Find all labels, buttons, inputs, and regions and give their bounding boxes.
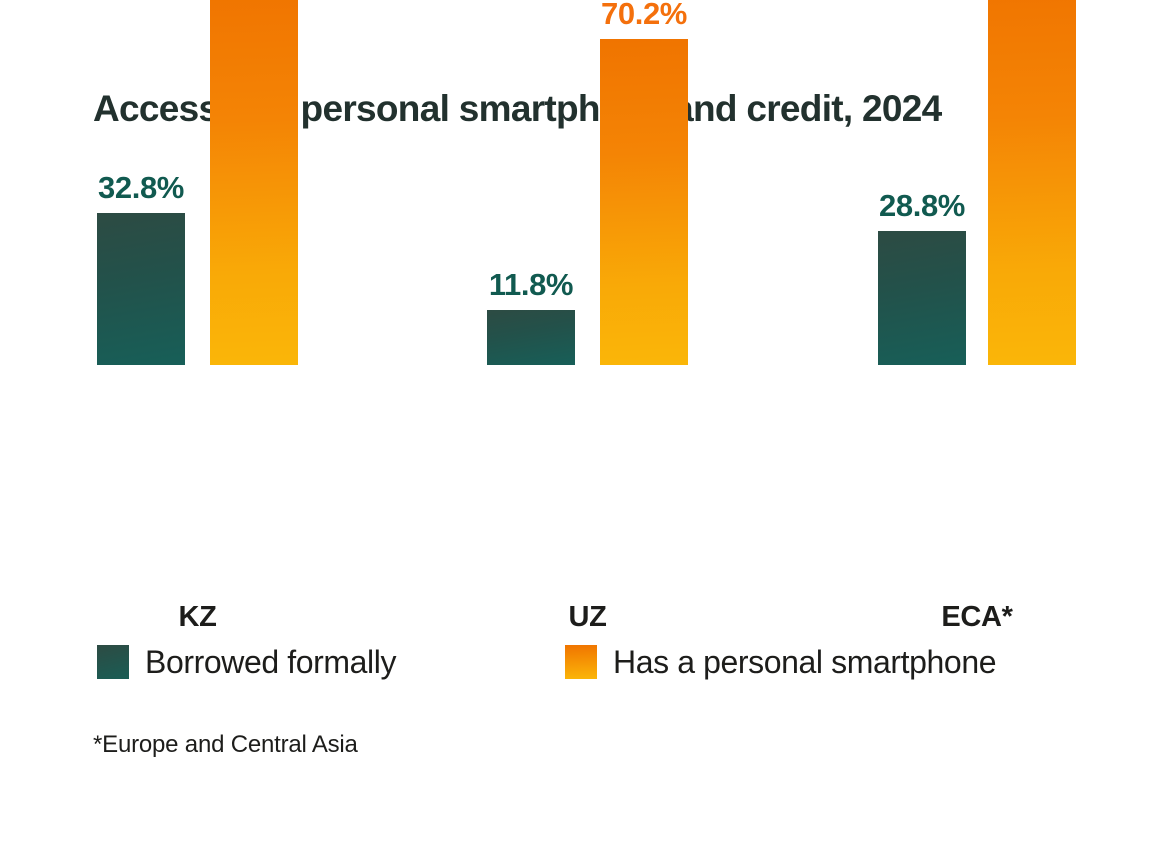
chart-legend: Borrowed formally Has a personal smartph… bbox=[93, 645, 1113, 690]
group-label-eca: ECA* bbox=[941, 601, 1013, 633]
legend-swatch-icon-borrowed-formally bbox=[97, 645, 129, 679]
bar-rect-kz-borrowed-formally bbox=[97, 213, 185, 365]
legend-label-has-smartphone: Has a personal smartphone bbox=[613, 644, 997, 680]
bar-rect-kz-has-smartphone bbox=[210, 0, 298, 365]
bar-value-kz-borrowed-formally: 32.8% bbox=[98, 170, 184, 205]
legend-item-borrowed-formally[interactable]: Borrowed formally bbox=[97, 645, 396, 679]
bar-value-uz-borrowed-formally: 11.8% bbox=[488, 267, 574, 302]
bar-rect-eca-has-smartphone bbox=[988, 0, 1076, 365]
bar-value-eca-borrowed-formally: 28.8% bbox=[879, 188, 965, 223]
bar-rect-uz-has-smartphone bbox=[600, 39, 688, 365]
legend-item-has-smartphone[interactable]: Has a personal smartphone bbox=[565, 644, 997, 680]
bar-group-eca: 28.8% 82.4% ECA* bbox=[878, 0, 1076, 640]
bar-rect-eca-borrowed-formally bbox=[878, 231, 966, 365]
legend-label-borrowed-formally: Borrowed formally bbox=[145, 644, 397, 680]
group-label-kz: KZ bbox=[178, 601, 217, 633]
bar-rect-uz-borrowed-formally bbox=[487, 310, 575, 365]
bar-value-uz-has-smartphone: 70.2% bbox=[601, 0, 687, 31]
legend-swatch-icon-has-smartphone bbox=[565, 645, 597, 679]
bar-group-uz: 11.8% 70.2% UZ bbox=[487, 0, 688, 640]
chart-footnote: *Europe and Central Asia bbox=[93, 731, 358, 758]
bar-group-kz: 32.8% 81.1% KZ bbox=[97, 0, 298, 640]
plot-area: 32.8% 81.1% KZ 11.8% 70.2% UZ 28 bbox=[97, 0, 1076, 640]
group-label-uz: UZ bbox=[568, 601, 607, 633]
